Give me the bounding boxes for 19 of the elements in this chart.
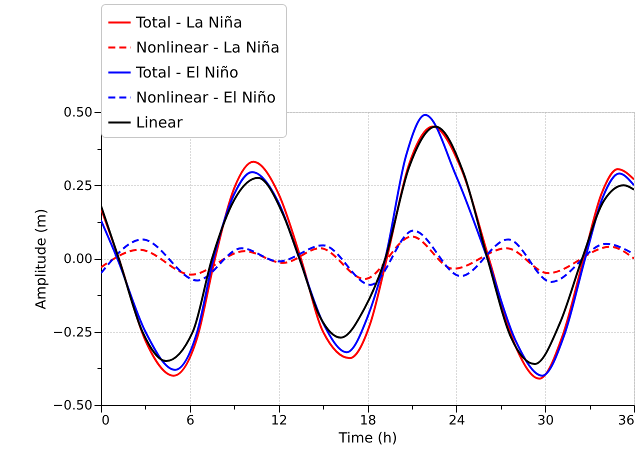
x-tick-label: 6	[186, 414, 194, 428]
y-tick-label: −0.25	[52, 325, 92, 340]
y-tick-label: 0.50	[64, 106, 92, 120]
legend-label: Total - La Niña	[135, 14, 242, 32]
legend-label: Linear	[136, 114, 184, 132]
x-tick-label: 12	[270, 414, 288, 428]
x-tick-label: 30	[537, 414, 554, 428]
legend-label: Nonlinear - El Niño	[136, 88, 276, 106]
x-tick-label: 24	[448, 414, 466, 428]
y-tick-label: −0.50	[52, 398, 92, 414]
x-tick-label: 36	[618, 414, 634, 428]
legend-label: Total - El Niño	[135, 64, 238, 82]
legend-label: Nonlinear - La Niña	[136, 38, 280, 56]
x-tick-label: 18	[360, 414, 376, 428]
y-tick-label: 0.00	[64, 252, 92, 267]
x-axis-title: Time (h)	[338, 430, 398, 446]
x-tick-label: 0	[102, 414, 110, 428]
y-tick-label: 0.25	[64, 178, 92, 194]
y-axis-title: Amplitude (m)	[34, 208, 50, 310]
